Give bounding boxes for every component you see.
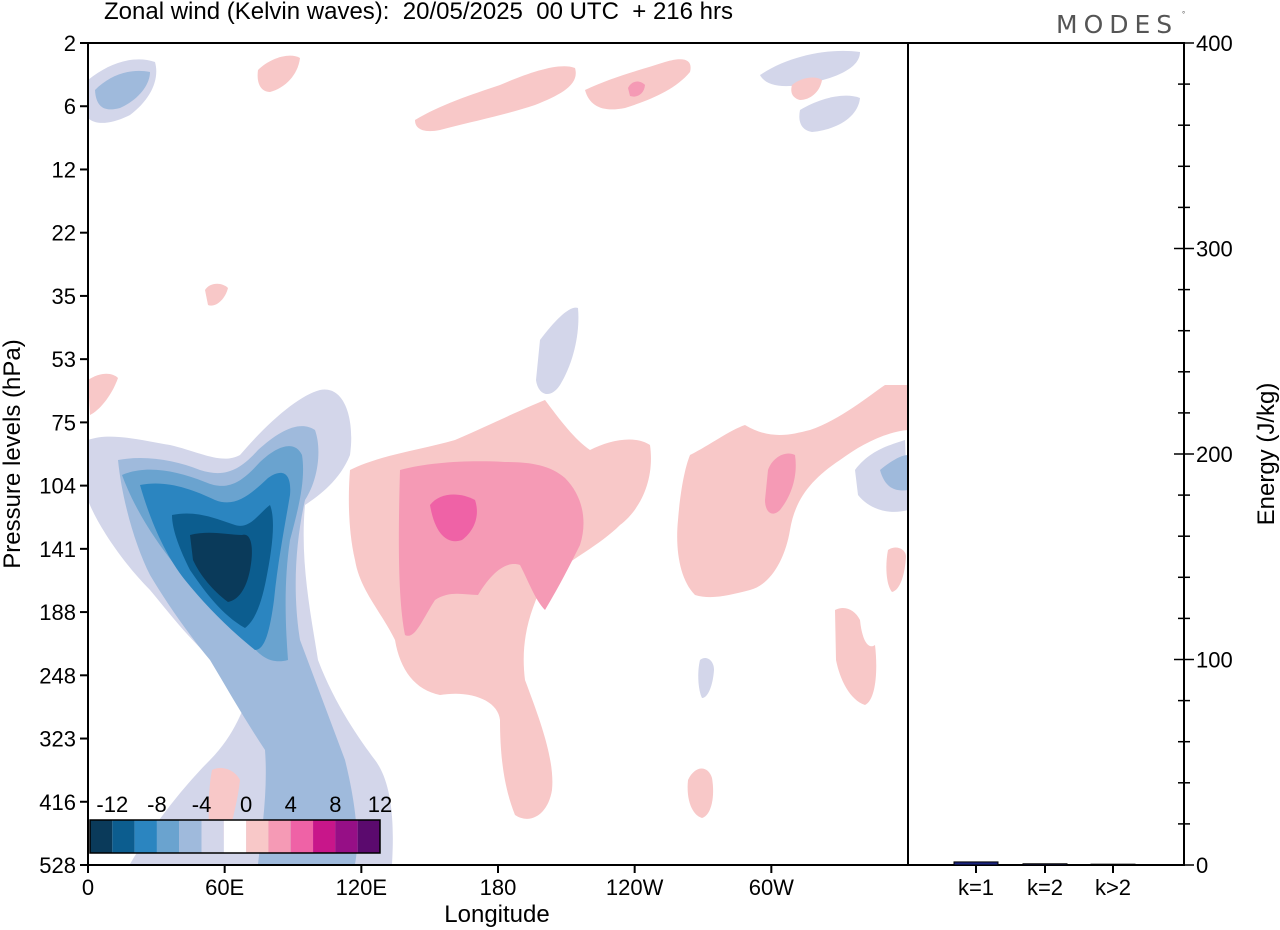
colorbar-swatch — [357, 820, 380, 853]
energy-axis-label: Energy (J/kg) — [1253, 383, 1280, 526]
x-tick-label: 120E — [336, 875, 387, 900]
colorbar-label: 12 — [368, 792, 392, 817]
contour-positive-upper2-inner — [628, 81, 645, 97]
y-tick-label: 22 — [52, 221, 76, 246]
y-tick-label: 188 — [39, 600, 76, 625]
colorbar: -12 -8 -4 0 4 8 12 — [89, 792, 392, 854]
contour-negative-east — [855, 440, 908, 512]
colorbar-label: -8 — [147, 792, 167, 817]
x-tick-label: 120W — [606, 875, 664, 900]
contour-positive-top — [257, 55, 300, 92]
colorbar-swatch — [290, 820, 314, 853]
y-axis-label: Pressure levels (hPa) — [0, 339, 26, 568]
energy-frame — [907, 42, 1185, 866]
contour-positive-east-inner — [765, 453, 796, 514]
energy-panel: 0 100 200 300 400 k=1 k=2 k>2 Energy (J/kg) — [907, 31, 1280, 900]
energy-tick-label: 400 — [1196, 31, 1233, 56]
colorbar-label: 4 — [285, 792, 297, 817]
energy-x-axis: k=1 k=2 k>2 — [958, 865, 1131, 900]
energy-category-label: k=2 — [1027, 875, 1063, 900]
contour-negative-12 — [190, 532, 252, 602]
colorbar-swatch — [313, 820, 336, 853]
y-tick-label: 6 — [64, 94, 76, 119]
y-tick-label: 323 — [39, 727, 76, 752]
contour-negative-top2 — [799, 95, 860, 132]
colorbar-swatch — [223, 820, 247, 853]
x-axis-label: Longitude — [444, 901, 549, 928]
contour-negative-upper-inner — [95, 70, 150, 110]
y-tick-label: 248 — [39, 663, 76, 688]
contour-negative-east-inner — [880, 455, 908, 491]
colorbar-swatch — [112, 820, 135, 853]
colorbar-label: 8 — [329, 792, 341, 817]
x-tick-label: 0 — [82, 875, 94, 900]
chart-title: Zonal wind (Kelvin waves): 20/05/2025 00… — [104, 0, 733, 25]
energy-y-axis: 0 100 200 300 400 — [1174, 31, 1233, 878]
contour-positive-edge — [886, 547, 906, 592]
colorbar-label: 0 — [240, 792, 252, 817]
colorbar-swatch — [134, 820, 157, 853]
y-tick-label: 2 — [64, 31, 76, 56]
y-tick-label: 75 — [52, 410, 76, 435]
y-tick-label: 35 — [52, 284, 76, 309]
y-tick-label: 12 — [52, 157, 76, 182]
contour-negative-small — [698, 658, 714, 698]
contour-positive-east — [677, 385, 908, 598]
logo-registered-mark: ° — [1182, 10, 1186, 19]
y-tick-label: 53 — [52, 347, 76, 372]
y-tick-label: 104 — [39, 474, 76, 499]
energy-bar — [1022, 863, 1068, 866]
colorbar-swatch — [201, 820, 224, 853]
colorbar-swatch — [156, 820, 180, 853]
contour-positive-top2 — [791, 77, 822, 100]
contour-positive-lower-east — [835, 608, 877, 705]
y-tick-label: 416 — [39, 790, 76, 815]
energy-tick-label: 200 — [1196, 442, 1233, 467]
colorbar-frame — [89, 819, 381, 854]
energy-tick-label: 300 — [1196, 237, 1233, 262]
energy-category-label: k=1 — [958, 875, 994, 900]
energy-tick-label: 100 — [1196, 648, 1233, 673]
colorbar-swatch — [335, 820, 358, 853]
contour-positive-upper — [415, 66, 576, 132]
x-tick-label: 180 — [480, 875, 517, 900]
colorbar-label: -12 — [96, 792, 128, 817]
colorbar-swatch — [179, 820, 202, 853]
colorbar-swatch — [246, 820, 269, 853]
contour-positive-6 — [430, 494, 477, 542]
energy-bar — [953, 861, 999, 866]
contour-negative-top — [760, 50, 860, 87]
x-axis: 0 60E 120E 180 120W 60W — [82, 865, 794, 900]
contour-fields — [88, 50, 908, 864]
contour-positive-lower — [687, 768, 714, 818]
energy-category-label: k>2 — [1095, 875, 1131, 900]
modes-logo: MODES — [1056, 10, 1179, 39]
energy-tick-label: 0 — [1196, 853, 1208, 878]
colorbar-swatch — [90, 820, 113, 853]
y-axis: 2 6 12 22 35 53 75 104 141 188 248 323 416 528 — [39, 31, 88, 878]
contour-negative-mid — [536, 307, 579, 395]
y-tick-label: 528 — [39, 853, 76, 878]
contour-positive-small — [205, 283, 228, 306]
colorbar-swatch — [268, 820, 291, 853]
y-tick-label: 141 — [39, 537, 76, 562]
contour-positive-left — [88, 373, 118, 415]
x-tick-label: 60E — [205, 875, 244, 900]
colorbar-label: -4 — [192, 792, 212, 817]
x-tick-label: 60W — [749, 875, 794, 900]
hovmoller-plot: -12 -8 -4 0 4 8 12 0 60E 120E 180 120W 60W 2 6 12 22 35… — [0, 31, 909, 928]
